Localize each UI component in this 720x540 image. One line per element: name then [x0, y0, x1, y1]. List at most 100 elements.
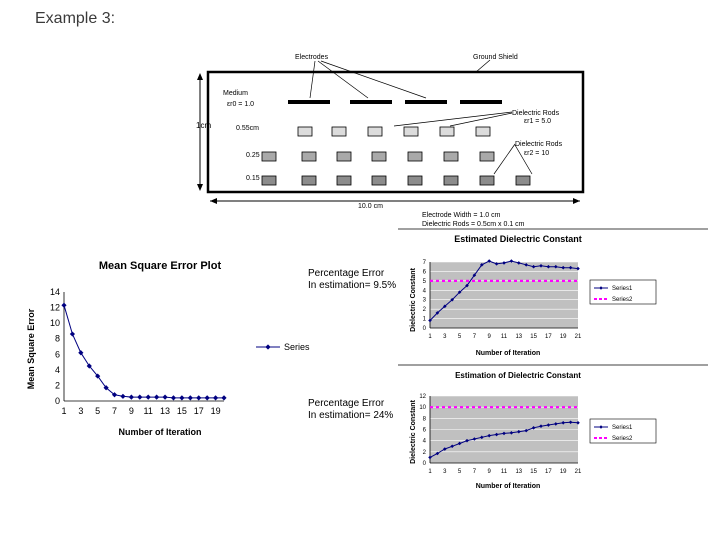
x-tick-label: 13: [515, 469, 522, 475]
pointer-lines: [309, 59, 533, 175]
electrode: [405, 100, 447, 104]
y-tick-label: 4: [55, 365, 60, 375]
x-axis-label: Number of Iteration: [476, 350, 541, 357]
legend-label: Series2: [612, 436, 633, 442]
y-tick-label: 2: [55, 380, 60, 390]
legend-box: [589, 279, 657, 305]
data-point: [221, 395, 227, 401]
x-tick-label: 5: [458, 334, 462, 340]
x-tick-label: 17: [194, 406, 204, 416]
width-label: 10.0 cm: [358, 203, 383, 210]
dielectric-rods-2-label: Dielectric Rods: [515, 141, 563, 148]
height-label: 1cm: [196, 121, 211, 130]
medium-label: Medium: [223, 90, 248, 97]
y-tick-label: 6: [55, 349, 60, 359]
data-point: [187, 395, 193, 401]
estimation-dielectric-chart: Estimation of Dielectric Constant Dielec…: [398, 364, 708, 490]
legend-marker: [599, 286, 603, 290]
spacing-label: 0.25: [246, 152, 260, 159]
x-tick-label: 17: [545, 469, 552, 475]
x-tick-label: 1: [428, 334, 432, 340]
y-tick-label: 12: [50, 303, 60, 313]
legend-label: Series1: [284, 342, 310, 352]
data-point: [517, 429, 521, 434]
legend: Series1: [256, 342, 310, 352]
error-note-2: Percentage Error In estimation= 24%: [308, 398, 393, 422]
data-point: [517, 261, 521, 265]
y-tick-label: 6: [423, 269, 427, 275]
electrodes-label: Electrodes: [295, 54, 329, 61]
data-point: [78, 350, 84, 356]
electrode: [350, 100, 392, 104]
series-line: [63, 305, 224, 399]
x-tick-label: 5: [95, 406, 100, 416]
x-tick-label: 5: [458, 469, 462, 475]
legend-label: Series1: [612, 286, 633, 292]
x-tick-label: 7: [112, 406, 117, 416]
sensor-geometry-diagram: 1cm 10.0 cm Electrodes Ground Shield Med…: [196, 54, 585, 228]
x-tick-label: 7: [473, 334, 477, 340]
y-tick-label: 5: [423, 279, 427, 285]
dielectric-rods-row-3: [261, 175, 531, 186]
y-tick-label: 6: [423, 428, 427, 434]
legend-box: [589, 418, 657, 444]
x-tick-label: 15: [177, 406, 187, 416]
x-tick-label: 13: [515, 334, 522, 340]
data-point: [554, 422, 558, 426]
x-tick-label: 9: [488, 334, 492, 340]
data-point: [69, 331, 76, 337]
x-tick-label: 3: [443, 334, 447, 340]
x-tick-label: 11: [144, 406, 153, 416]
ground-shield-label: Ground Shield: [473, 54, 518, 61]
y-tick-label: 0: [423, 326, 427, 332]
data-point: [531, 264, 536, 269]
estimated-dielectric-chart: Estimated Dielectric Constant Dielectric…: [398, 228, 708, 357]
x-tick-label: 21: [575, 334, 582, 340]
medium-eps: εr0 = 1.0: [227, 101, 254, 108]
x-tick-label: 19: [560, 469, 567, 475]
y-tick-label: 7: [423, 260, 427, 266]
data-point: [561, 265, 565, 270]
x-tick-label: 19: [560, 334, 567, 340]
dielectric-rods-1-label: Dielectric Rods: [512, 110, 560, 117]
chart-title: Mean Square Error Plot: [99, 260, 222, 272]
legend-marker: [599, 425, 603, 429]
y-tick-label: 3: [423, 298, 427, 304]
y-tick-label: 12: [419, 394, 426, 400]
dielectric-rods-row-2: [261, 151, 495, 162]
x-axis-label: Number of Iteration: [476, 483, 541, 490]
data-point: [128, 394, 134, 400]
data-point: [546, 264, 551, 269]
data-point: [487, 259, 491, 263]
data-point: [554, 264, 558, 269]
data-point: [428, 455, 432, 460]
data-point: [568, 420, 573, 425]
data-point: [212, 395, 219, 401]
data-point: [154, 394, 160, 400]
y-tick-label: 14: [50, 287, 60, 297]
data-point: [568, 265, 573, 270]
data-point: [204, 395, 210, 401]
y-tick-label: 8: [55, 334, 60, 344]
error-note-2-line-1: Percentage Error: [308, 398, 385, 409]
y-tick-label: 10: [50, 318, 60, 328]
dielectric-rods-row-1: [297, 126, 491, 137]
spacing-label: 0.15: [246, 175, 260, 182]
x-tick-label: 9: [129, 406, 134, 416]
legend-label: Series2: [612, 297, 633, 303]
data-point: [524, 263, 528, 267]
y-tick-label: 2: [423, 307, 427, 313]
x-tick-label: 9: [488, 469, 492, 475]
electrode: [460, 100, 502, 104]
data-point: [561, 421, 565, 425]
y-axis-label: Dielectric Constant: [410, 399, 417, 463]
ground-shield-frame: [206, 70, 585, 194]
x-tick-label: 21: [575, 469, 582, 475]
data-point: [531, 426, 536, 430]
x-tick-label: 7: [473, 469, 477, 475]
x-tick-label: 1: [428, 469, 432, 475]
data-point: [509, 431, 514, 435]
data-point: [120, 393, 126, 399]
